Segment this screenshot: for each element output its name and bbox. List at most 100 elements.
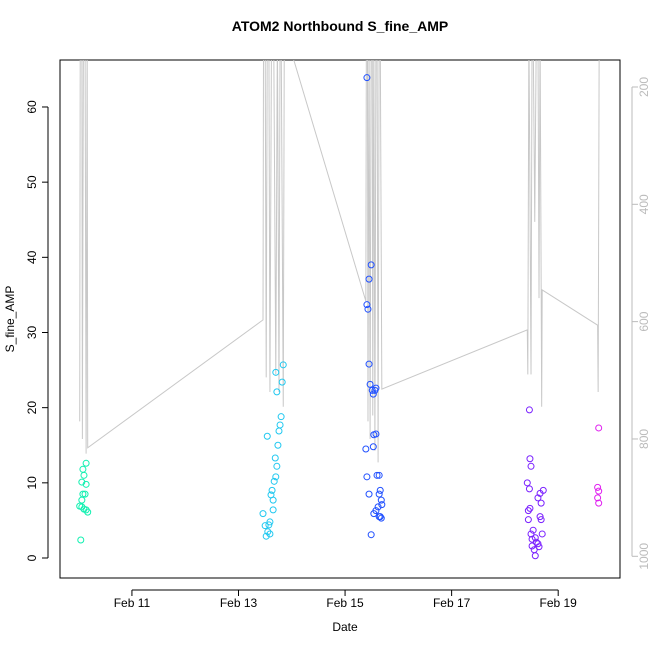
point: [375, 513, 383, 521]
point: [264, 528, 272, 536]
point: [79, 465, 87, 473]
point: [82, 459, 90, 467]
point: [272, 473, 280, 481]
point: [538, 530, 546, 538]
point: [364, 305, 372, 313]
point: [265, 521, 273, 529]
point: [375, 471, 383, 479]
point: [79, 490, 87, 498]
point: [276, 421, 284, 429]
y-tick-label: 60: [25, 100, 39, 114]
y-tick-label: 0: [25, 554, 39, 561]
point: [365, 275, 373, 283]
point: [270, 477, 278, 485]
point: [266, 530, 274, 538]
point: [377, 496, 385, 504]
point: [277, 413, 285, 421]
point: [278, 378, 286, 386]
line-layer: [79, 60, 600, 463]
chart-title: ATOM2 Northbound S_fine_AMP: [232, 18, 448, 34]
point: [535, 543, 543, 551]
point: [377, 514, 385, 522]
point: [595, 424, 603, 432]
point: [78, 496, 86, 504]
point: [362, 445, 370, 453]
point: [81, 490, 89, 498]
point: [274, 441, 282, 449]
point: [366, 380, 374, 388]
point: [273, 462, 281, 470]
point: [273, 388, 281, 396]
x-tick-label: Feb 15: [326, 596, 364, 610]
point: [523, 479, 531, 487]
point: [368, 386, 376, 394]
point: [365, 360, 373, 368]
point: [82, 480, 90, 488]
point: [373, 471, 381, 479]
point: [369, 443, 377, 451]
point: [272, 368, 280, 376]
point: [275, 427, 283, 435]
point: [372, 430, 380, 438]
point: [531, 534, 539, 542]
plot-frame: [59, 59, 621, 579]
point: [539, 486, 547, 494]
point: [365, 490, 373, 498]
point: [84, 508, 92, 516]
point: [363, 74, 371, 82]
point: [527, 462, 535, 470]
point: [266, 518, 274, 526]
point: [372, 507, 380, 515]
point: [372, 384, 380, 392]
point: [594, 494, 602, 502]
point: [374, 503, 382, 511]
point: [536, 513, 544, 521]
point: [77, 536, 85, 544]
y-tick-label: 40: [25, 250, 39, 264]
point: [262, 532, 270, 540]
point: [376, 486, 384, 494]
point: [526, 455, 534, 463]
point: [259, 510, 267, 518]
y-tick-label: 20: [25, 401, 39, 415]
point: [367, 531, 375, 539]
point: [531, 552, 539, 560]
point: [594, 483, 602, 491]
point: [537, 499, 545, 507]
point: [279, 361, 287, 369]
point: [269, 496, 277, 504]
point: [525, 406, 533, 414]
point: [269, 506, 277, 514]
point: [527, 530, 535, 538]
x-tick-label: Feb 19: [540, 596, 578, 610]
line: [79, 60, 600, 463]
point: [363, 473, 371, 481]
point: [271, 454, 279, 462]
point: [78, 478, 86, 486]
point: [263, 432, 271, 440]
point: [375, 490, 383, 498]
point: [378, 501, 386, 509]
point: [367, 261, 375, 269]
point: [369, 390, 377, 398]
point: [528, 542, 536, 550]
y2-tick-label: 600: [637, 311, 650, 331]
point: [529, 526, 537, 534]
y2-tick-label: 400: [637, 194, 650, 214]
x-axis-label: Date: [332, 620, 358, 634]
point: [534, 494, 542, 502]
point: [80, 471, 88, 479]
point: [525, 485, 533, 493]
x-tick-label: Feb 13: [220, 596, 258, 610]
x-tick-label: Feb 17: [433, 596, 471, 610]
y2-tick-label: 800: [637, 429, 650, 449]
y2-tick-label: 1000: [637, 543, 650, 570]
point: [524, 516, 532, 524]
y-tick-label: 10: [25, 476, 39, 490]
point: [595, 499, 603, 507]
y-tick-label: 30: [25, 325, 39, 339]
point: [261, 522, 269, 530]
point: [526, 504, 534, 512]
point: [363, 301, 371, 309]
